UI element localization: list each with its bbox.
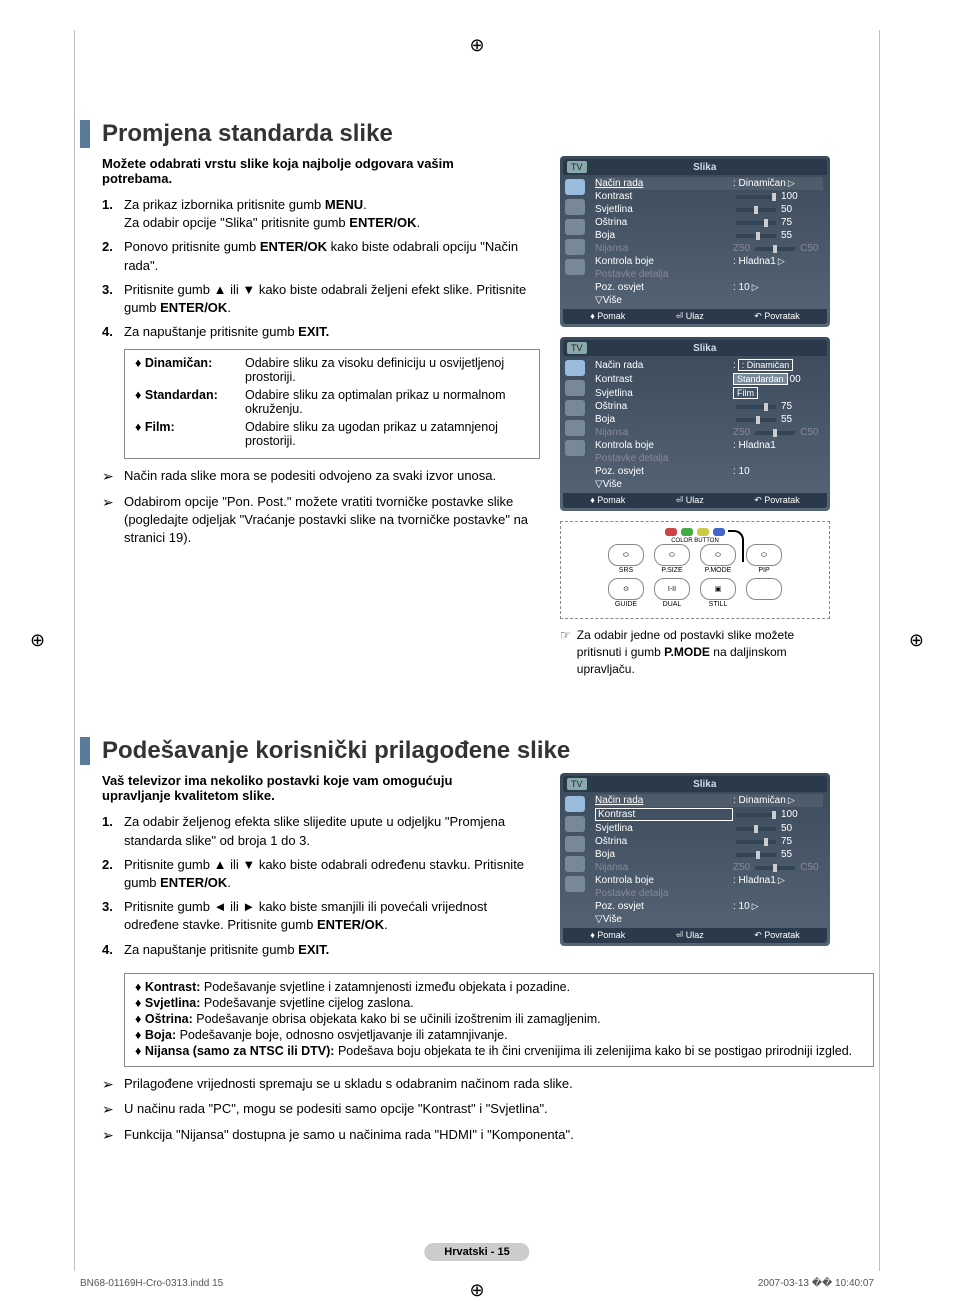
print-footer: BN68-01169H-Cro-0313.indd 15 2007-03-13 … <box>80 1278 874 1289</box>
osd-row: Postavke detalja <box>595 887 823 900</box>
osd-row: Oštrina75 <box>595 400 823 413</box>
osd-footer: ♦ Pomak⏎ Ulaz↶ Povratak <box>563 493 827 508</box>
note-arrow-icon: ➢ <box>102 1075 124 1095</box>
note-arrow-icon: ➢ <box>102 1126 124 1146</box>
section-title: Promjena standarda slike <box>80 120 874 148</box>
osd-row: Boja55 <box>595 413 823 426</box>
osd-row: ▽Više <box>595 294 823 307</box>
osd-row: NijansaZ50C50 <box>595 242 823 255</box>
remote-red-button <box>665 528 677 536</box>
setting-descriptions: ♦ Kontrast: Podešavanje svjetline i zata… <box>124 973 874 1067</box>
osd-row: NijansaZ50C50 <box>595 426 823 439</box>
section-custom-picture: Podešavanje korisnički prilagođene slike… <box>80 737 874 1145</box>
osd-row: Kontrast100 <box>595 807 823 822</box>
remote-srs-button: ⬭ <box>608 544 644 566</box>
osd-row: Poz. osvjet: 10 <box>595 465 823 478</box>
osd-icon <box>565 259 585 275</box>
remote-control-diagram: COLOR BUTTON ⬭SRS ⬭P.SIZE ⬭P.MODE ⬭PIP ⊙… <box>560 521 830 619</box>
osd-row: NijansaZ50C50 <box>595 861 823 874</box>
remote-guide-button: ⊙ <box>608 578 644 600</box>
steps-list: 1.Za odabir željenog efekta slike slijed… <box>80 813 540 958</box>
osd-row: Poz. osvjet: 10 ▷ <box>595 900 823 913</box>
remote-psize-button: ⬭ <box>654 544 690 566</box>
osd-row: Način rada: : Dinamičan <box>595 358 823 372</box>
note-arrow-icon: ➢ <box>102 1100 124 1120</box>
section-title: Podešavanje korisnički prilagođene slike <box>80 737 874 765</box>
osd-row: Oštrina75 <box>595 835 823 848</box>
crop-guide <box>74 30 75 1271</box>
step-item: 3.Pritisnite gumb ◄ ili ► kako biste sma… <box>102 898 540 934</box>
registration-mark: ⊕ <box>469 35 484 56</box>
osd-row: Boja55 <box>595 848 823 861</box>
osd-row: Kontrola boje: Hladna1 ▷ <box>595 255 823 268</box>
osd-row: Oštrina75 <box>595 216 823 229</box>
registration-mark: ⊕ <box>909 630 924 651</box>
remote-pip-button: ⬭ <box>746 544 782 566</box>
osd-icon <box>565 199 585 215</box>
osd-row: Svjetlina50 <box>595 203 823 216</box>
osd-row: KontrastStandardan00 <box>595 372 823 386</box>
remote-button <box>746 578 782 600</box>
remote-green-button <box>681 528 693 536</box>
remote-note: ☞ Za odabir jedne od postavki slike može… <box>560 627 830 677</box>
osd-row: Poz. osvjet: 10 ▷ <box>595 281 823 294</box>
step-item: 3.Pritisnite gumb ▲ ili ▼ kako biste oda… <box>102 281 540 317</box>
intro-text: Možete odabrati vrstu slike koja najbolj… <box>80 156 500 186</box>
remote-yellow-button <box>697 528 709 536</box>
osd-icon <box>565 219 585 235</box>
remote-dual-button: I-II <box>654 578 690 600</box>
osd-menu-picture-2: TVSlika Način rada: : Dinamičan Kontrast… <box>560 337 830 511</box>
intro-text: Vaš televizor ima nekoliko postavki koje… <box>80 773 500 803</box>
osd-category-icons <box>563 175 591 309</box>
osd-row: ▽Više <box>595 913 823 926</box>
crop-guide <box>879 30 880 1271</box>
steps-list: 1.Za prikaz izbornika pritisnite gumb ME… <box>80 196 540 341</box>
remote-still-button: ▣ <box>700 578 736 600</box>
osd-icon <box>565 179 585 195</box>
section-change-picture-standard: Promjena standarda slike Možete odabrati… <box>80 120 874 677</box>
osd-footer: ♦ Pomak⏎ Ulaz↶ Povratak <box>563 309 827 324</box>
osd-row: Način rada: Dinamičan ▷ <box>595 177 823 190</box>
step-item: 4.Za napuštanje pritisnite gumb EXIT. <box>102 941 540 959</box>
osd-category-icons <box>563 356 591 493</box>
osd-row: SvjetlinaFilm <box>595 386 823 400</box>
mode-descriptions: ♦ Dinamičan:Odabire sliku za visoku defi… <box>124 349 540 459</box>
note-item: ➢Funkcija "Nijansa" dostupna je samo u n… <box>102 1126 874 1146</box>
step-item: 2.Ponovo pritisnite gumb ENTER/OK kako b… <box>102 238 540 274</box>
registration-mark: ⊕ <box>30 630 45 651</box>
osd-row: Kontrola boje: Hladna1 <box>595 439 823 452</box>
remote-pmode-button: ⬭ <box>700 544 736 566</box>
note-arrow-icon: ➢ <box>102 493 124 548</box>
osd-menu-picture-3: TVSlika Način rada: Dinamičan ▷ Kontrast… <box>560 773 830 946</box>
osd-row: Svjetlina50 <box>595 822 823 835</box>
note-item: ➢U načinu rada "PC", mogu se podesiti sa… <box>102 1100 874 1120</box>
osd-row: Postavke detalja <box>595 452 823 465</box>
osd-row: Način rada: Dinamičan ▷ <box>595 794 823 807</box>
note-item: ➢Način rada slike mora se podesiti odvoj… <box>102 467 540 487</box>
osd-row: Postavke detalja <box>595 268 823 281</box>
osd-menu-picture-1: TVSlika Način rada: Dinamičan ▷ Kontrast… <box>560 156 830 327</box>
note-arrow-icon: ➢ <box>102 467 124 487</box>
osd-row: ▽Više <box>595 478 823 491</box>
osd-row: Kontrola boje: Hladna1 ▷ <box>595 874 823 887</box>
step-item: 2.Pritisnite gumb ▲ ili ▼ kako biste oda… <box>102 856 540 892</box>
page-number: Hrvatski - 15 <box>424 1243 529 1261</box>
step-item: 1.Za prikaz izbornika pritisnite gumb ME… <box>102 196 540 232</box>
osd-row: Kontrast100 <box>595 190 823 203</box>
step-item: 4.Za napuštanje pritisnite gumb EXIT. <box>102 323 540 341</box>
hand-icon: ☞ <box>560 627 571 677</box>
note-item: ➢Prilagođene vrijednosti spremaju se u s… <box>102 1075 874 1095</box>
remote-blue-button <box>713 528 725 536</box>
osd-icon <box>565 239 585 255</box>
note-item: ➢Odabirom opcije "Pon. Post." možete vra… <box>102 493 540 548</box>
osd-row: Boja55 <box>595 229 823 242</box>
step-item: 1.Za odabir željenog efekta slike slijed… <box>102 813 540 849</box>
